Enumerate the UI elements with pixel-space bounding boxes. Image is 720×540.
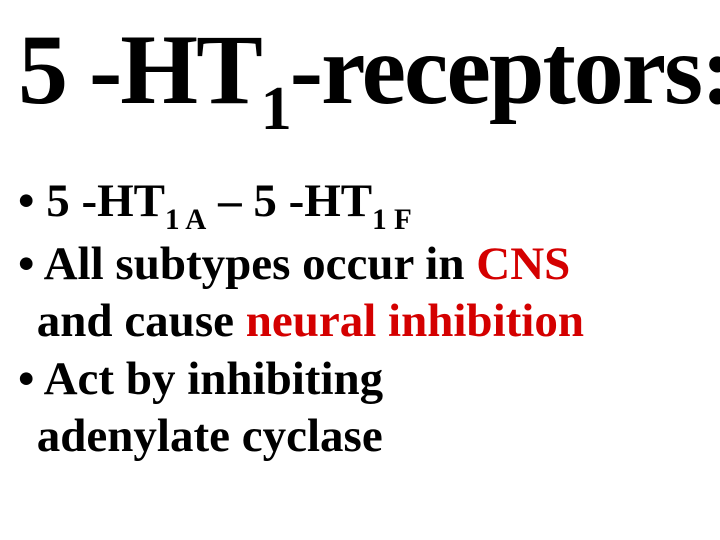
bullet-1: • 5 -HT1 A – 5 -HT1 F	[18, 173, 702, 236]
b1-t2: – 5 -HT	[206, 175, 372, 227]
title-prefix: 5 -HT	[18, 14, 261, 125]
slide-title: 5 -HT1-receptors:	[18, 20, 702, 135]
title-subscript: 1	[261, 75, 290, 143]
slide: 5 -HT1-receptors: • 5 -HT1 A – 5 -HT1 F …	[0, 0, 720, 540]
bullet-marker: •	[18, 175, 46, 227]
b1-sub2: 1 F	[372, 204, 412, 236]
bullet-3-line2: adenylate cyclase	[18, 408, 702, 465]
b2-text: • All subtypes occur in	[18, 238, 476, 290]
bullet-2-line2: and cause neural inhibition	[18, 293, 702, 350]
b1-sub1: 1 A	[165, 204, 206, 236]
b2b-highlight: neural inhibition	[246, 295, 584, 347]
b2-highlight-cns: CNS	[476, 238, 570, 290]
b2b-pre: and cause	[37, 295, 246, 347]
title-suffix: -receptors:	[290, 14, 720, 125]
bullet-list: • 5 -HT1 A – 5 -HT1 F • All subtypes occ…	[18, 173, 702, 465]
bullet-2-line1: • All subtypes occur in CNS	[18, 236, 702, 293]
bullet-3-line1: • Act by inhibiting	[18, 351, 702, 408]
b1-t1: 5 -HT	[46, 175, 165, 227]
